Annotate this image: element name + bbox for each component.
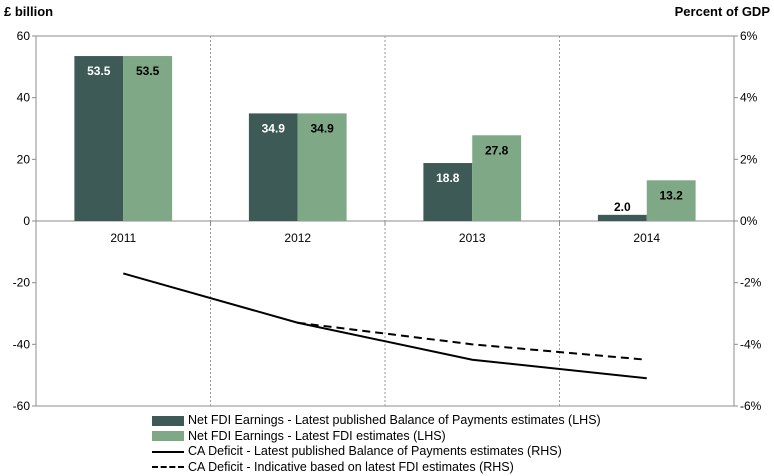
bar-data-label: 34.9	[311, 121, 335, 135]
bar-data-label: 18.8	[436, 171, 460, 185]
left-axis-tick-label: -40	[13, 337, 31, 351]
ca-deficit-indicative-line	[297, 321, 647, 361]
bar	[472, 135, 522, 221]
legend: Net FDI Earnings - Latest published Bala…	[152, 413, 601, 475]
legend-label-ca-dashed: CA Deficit - Indicative based on latest …	[188, 459, 514, 474]
bar	[123, 56, 173, 221]
legend-item-ca-dashed: CA Deficit - Indicative based on latest …	[152, 460, 601, 476]
left-axis-tick-label: 0	[23, 214, 30, 228]
right-axis-tick-label: -2%	[740, 276, 762, 290]
legend-label-bop-bars: Net FDI Earnings - Latest published Bala…	[188, 413, 601, 427]
category-label: 2011	[110, 231, 136, 245]
bar-data-label: 13.2	[660, 188, 684, 202]
bar-data-label: 27.8	[485, 143, 509, 157]
legend-label-fdi-bars: Net FDI Earnings - Latest FDI estimates …	[188, 428, 446, 443]
bar-data-label: 2.0	[614, 200, 631, 214]
legend-swatch-dark-bar	[152, 415, 184, 426]
bar	[597, 214, 647, 221]
left-axis-tick-label: 20	[17, 152, 31, 166]
bar	[646, 180, 696, 221]
left-axis-tick-label: -20	[13, 276, 31, 290]
bar	[297, 113, 347, 221]
bar	[423, 163, 473, 221]
bar-data-label: 53.5	[87, 64, 111, 78]
category-label: 2013	[459, 231, 486, 245]
right-axis-tick-label: 0%	[740, 214, 758, 228]
ca-deficit-published-line	[122, 272, 647, 380]
left-axis-unit-label: £ billion	[4, 4, 54, 19]
legend-item-bop-bars: Net FDI Earnings - Latest published Bala…	[152, 413, 601, 429]
chart-canvas: -60 -40 -20 0 20 40 60 -6% -4% -2% 0% 2% 4% 6% 53.5 53.…	[13, 29, 762, 410]
legend-swatch-solid-line	[152, 447, 184, 457]
legend-swatch-light-bar	[152, 431, 184, 442]
left-axis-tick-label: 40	[17, 91, 31, 105]
right-axis-unit-label: Percent of GDP	[674, 4, 770, 19]
left-axis-tick-label: -60	[13, 399, 31, 410]
bar	[74, 56, 124, 221]
category-label: 2012	[284, 231, 311, 245]
left-axis-tick-label: 60	[17, 29, 31, 43]
category-label: 2014	[633, 231, 660, 245]
legend-item-fdi-bars: Net FDI Earnings - Latest FDI estimates …	[152, 429, 601, 445]
right-axis-tick-label: -6%	[740, 399, 762, 410]
right-axis-tick-label: -4%	[740, 337, 762, 351]
bar-data-label: 34.9	[262, 121, 286, 135]
legend-swatch-dashed-line	[152, 462, 184, 472]
legend-item-ca-solid: CA Deficit - Latest published Balance of…	[152, 444, 601, 460]
right-axis-tick-label: 2%	[740, 152, 758, 166]
right-axis-tick-label: 6%	[740, 29, 758, 43]
bar	[248, 113, 298, 221]
right-axis-tick-label: 4%	[740, 91, 758, 105]
bar-data-label: 53.5	[136, 64, 160, 78]
legend-label-ca-solid: CA Deficit - Latest published Balance of…	[188, 444, 562, 458]
